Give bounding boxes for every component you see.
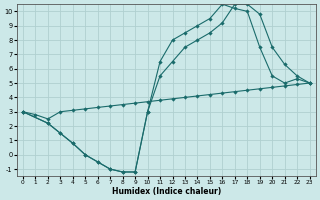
- X-axis label: Humidex (Indice chaleur): Humidex (Indice chaleur): [112, 187, 221, 196]
